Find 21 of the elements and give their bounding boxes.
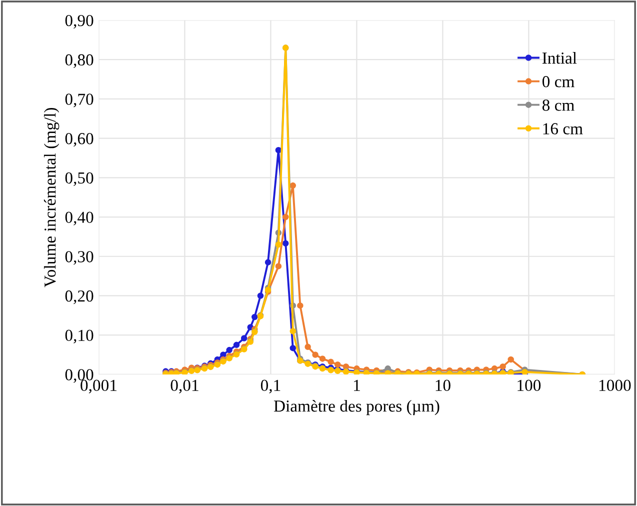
x-tick-label: 0,01 [170,380,198,394]
x-tick-label: 1 [354,380,360,391]
x-tick-label: 10 [436,380,450,392]
y-tick-label: 0,90 [65,14,94,29]
y-tick-label: 0,50 [65,172,94,186]
y-tick-label: 0,60 [65,133,94,147]
y-tick-label: 0,70 [65,94,94,108]
y-tick-label: 0,80 [65,54,94,68]
y-tick-label: 0,30 [65,251,94,265]
y-axis-title: Volume incrémental (mg/l) [44,108,60,288]
legend-label: 16 cm [543,123,583,134]
x-tick-label: 100 [518,380,541,392]
legend-label: 0 cm [542,76,574,88]
y-tick-label: 0,10 [65,330,94,344]
x-axis-title: Diamètre des pores (µm) [274,400,440,416]
legend-label: Intial [542,52,577,64]
y-tick-label: 0,40 [65,212,94,226]
legend-label: 8 cm [542,100,574,111]
y-tick-label: 0,20 [65,290,94,304]
x-tick-label: 1000 [600,380,631,392]
x-tick-label: 0,1 [260,380,280,394]
